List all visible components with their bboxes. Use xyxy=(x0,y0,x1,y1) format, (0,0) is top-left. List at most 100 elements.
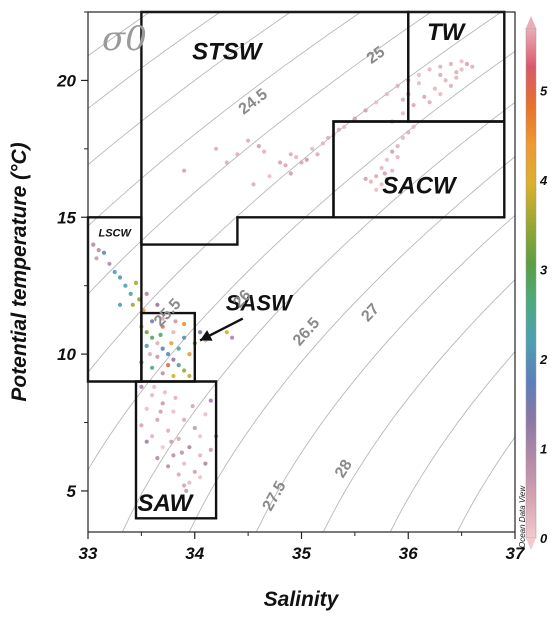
data-point xyxy=(267,174,272,179)
data-point xyxy=(363,176,368,181)
data-point xyxy=(96,248,101,253)
plot-frame xyxy=(87,11,516,533)
colorbar-tick-label: 2 xyxy=(539,352,548,367)
data-point xyxy=(198,434,203,439)
data-point xyxy=(411,124,416,129)
data-point xyxy=(150,365,155,370)
data-point xyxy=(448,83,453,88)
data-point xyxy=(91,242,96,247)
isopycnal-line xyxy=(389,351,515,532)
data-point xyxy=(230,335,235,340)
data-point xyxy=(155,456,160,461)
data-point xyxy=(395,83,400,88)
colorbar-tick-label: 3 xyxy=(540,263,548,278)
data-points xyxy=(91,59,475,499)
data-point xyxy=(128,291,133,296)
isopycnal-line xyxy=(322,278,515,532)
data-point xyxy=(112,269,117,275)
isopycnal-label: 24.5 xyxy=(236,86,271,118)
data-point xyxy=(166,363,171,368)
data-point xyxy=(107,261,112,266)
data-point xyxy=(150,319,155,324)
data-point xyxy=(390,149,395,154)
water-mass-box xyxy=(332,120,506,219)
isopycnal-line xyxy=(88,12,221,109)
data-point xyxy=(384,157,389,162)
data-point xyxy=(166,352,171,357)
data-point xyxy=(251,182,256,187)
data-point xyxy=(342,124,347,129)
data-point xyxy=(454,70,459,75)
y-tick-label: 10 xyxy=(57,345,76,364)
data-point xyxy=(176,472,181,477)
data-point xyxy=(144,291,149,296)
data-point xyxy=(162,390,167,395)
water-mass-label: STSW xyxy=(192,38,264,65)
isopycnal-line xyxy=(188,156,515,532)
data-point xyxy=(203,461,208,466)
data-point xyxy=(130,302,135,307)
isopycnal-line xyxy=(88,12,432,295)
data-point xyxy=(155,354,160,359)
x-axis-ticks: 33 34 35 36 37 xyxy=(79,532,526,563)
data-point xyxy=(278,160,283,165)
y-tick-label: 20 xyxy=(56,71,76,90)
data-point xyxy=(379,182,384,187)
data-point xyxy=(432,86,437,91)
data-point xyxy=(133,280,139,285)
data-point xyxy=(171,357,176,362)
isopycnal-line xyxy=(88,50,515,471)
data-point xyxy=(320,141,325,146)
data-point xyxy=(94,256,99,261)
isopycnal-line xyxy=(121,101,515,532)
data-point xyxy=(166,428,171,433)
data-point xyxy=(379,165,384,171)
data-point xyxy=(224,330,229,335)
data-point xyxy=(454,75,459,80)
data-point xyxy=(459,59,464,64)
data-point xyxy=(374,174,379,179)
data-point xyxy=(187,445,192,450)
data-point xyxy=(288,171,293,176)
data-point xyxy=(187,352,192,357)
data-point xyxy=(326,135,331,140)
isopycnal-label: 27.5 xyxy=(260,478,290,514)
data-point xyxy=(155,302,160,307)
data-point xyxy=(368,179,373,184)
x-tick-label: 37 xyxy=(506,544,526,563)
arrow-head xyxy=(200,330,213,341)
water-mass-label: LSCW xyxy=(98,228,132,240)
data-point xyxy=(158,332,163,337)
data-point xyxy=(427,100,432,105)
data-point xyxy=(150,434,155,439)
isopycnal-label: 26.5 xyxy=(290,315,324,350)
data-point xyxy=(166,464,171,469)
data-point xyxy=(400,111,405,116)
data-point xyxy=(189,494,194,499)
colorbar: 0 1 2 3 4 5 Ocean Data View xyxy=(518,16,548,550)
data-point xyxy=(171,373,176,379)
data-point xyxy=(182,417,187,422)
data-point xyxy=(117,275,123,280)
isopycnal-line xyxy=(456,436,515,532)
colorbar-bottom-arrow xyxy=(526,538,536,550)
data-point xyxy=(182,483,187,488)
x-tick-label: 36 xyxy=(399,544,418,563)
data-point xyxy=(406,130,411,135)
data-point xyxy=(374,187,379,192)
data-point xyxy=(150,393,155,398)
data-point xyxy=(315,152,320,157)
data-point xyxy=(150,335,155,340)
data-point xyxy=(187,373,192,379)
y-tick-label: 5 xyxy=(67,482,77,501)
data-point xyxy=(184,488,189,493)
data-point xyxy=(101,250,107,255)
data-point xyxy=(459,67,464,72)
isopycnal-line xyxy=(255,214,515,532)
data-point xyxy=(198,330,203,335)
isopycnal-line xyxy=(88,12,362,227)
y-tick-label: 15 xyxy=(57,208,76,227)
data-point xyxy=(411,103,416,108)
